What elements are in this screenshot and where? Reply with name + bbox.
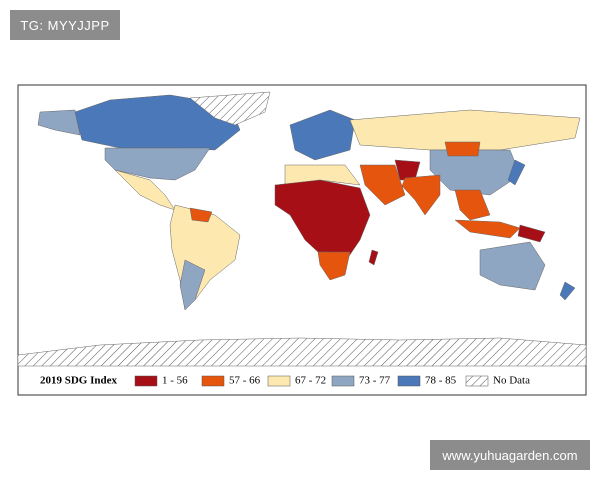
watermark: www.yuhuagarden.com	[430, 440, 590, 470]
australia	[479, 241, 546, 291]
papua	[517, 224, 546, 243]
legend-swatch	[331, 375, 355, 387]
usa	[104, 147, 211, 181]
regions	[17, 91, 587, 367]
mongolia	[444, 141, 481, 157]
russia	[349, 109, 581, 151]
venezuela	[189, 207, 213, 223]
legend-label: 57 - 66	[229, 375, 261, 387]
legend-swatch	[134, 375, 158, 387]
legend-label: 1 - 56	[162, 375, 188, 387]
legend-label: No Data	[493, 375, 530, 387]
antarctica	[17, 337, 587, 367]
southeast-asia	[454, 189, 491, 221]
argentina	[179, 259, 206, 311]
europe	[289, 109, 356, 161]
legend-title: 2019 SDG Index	[40, 375, 118, 387]
greenland	[189, 91, 271, 126]
legend-swatch	[201, 375, 225, 387]
legend-label: 73 - 77	[359, 375, 391, 387]
legend-swatch	[267, 375, 291, 387]
legend-label: 78 - 85	[425, 375, 457, 387]
legend-swatch	[397, 375, 421, 387]
north-africa	[284, 164, 361, 186]
china	[429, 149, 521, 196]
middle-east	[359, 164, 406, 206]
watermark: TG: MYYJJPP	[10, 10, 120, 40]
canada	[74, 94, 241, 151]
new-zealand	[559, 281, 576, 301]
india	[401, 174, 441, 216]
japan	[507, 159, 526, 186]
indonesia	[454, 219, 521, 239]
alaska	[37, 109, 81, 136]
madagascar	[368, 249, 379, 266]
legend-label: 67 - 72	[295, 375, 326, 387]
southern-africa	[317, 251, 351, 281]
legend-swatch	[465, 375, 489, 387]
legend: 2019 SDG Index 1 - 56 57 - 66 67 - 72 73 - …	[40, 375, 530, 387]
